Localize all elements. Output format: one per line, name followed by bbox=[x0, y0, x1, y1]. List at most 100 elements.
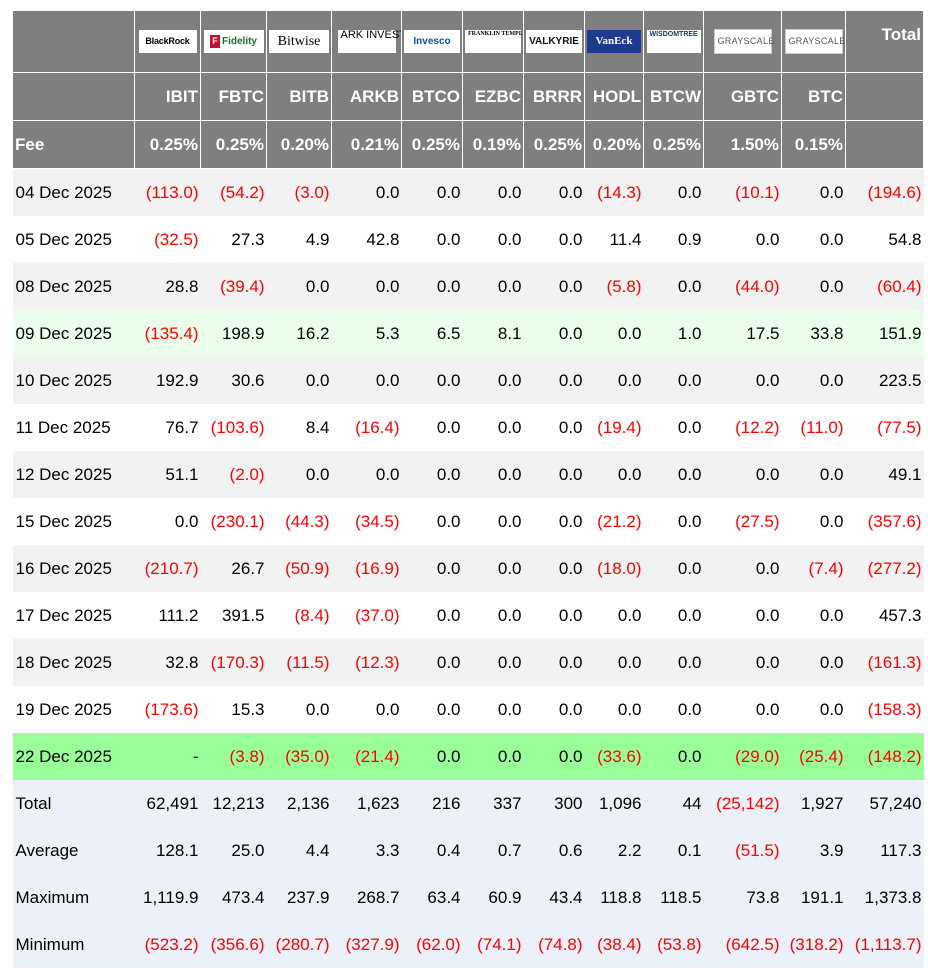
flow-cell: (12.3) bbox=[331, 639, 402, 686]
stat-cell: (1,113.7) bbox=[845, 921, 924, 968]
flow-cell: 0.0 bbox=[643, 263, 704, 310]
fidelity-logo: F Fidelity bbox=[203, 30, 264, 53]
flow-cell: 0.0 bbox=[781, 357, 846, 404]
flow-cell: 8.1 bbox=[462, 310, 524, 357]
stat-label: Average bbox=[12, 827, 135, 874]
flow-cell: (7.4) bbox=[781, 545, 846, 592]
table-row: 11 Dec 2025 76.7 (103.6) 8.4 (16.4) 0.0 0.0 0.0… bbox=[12, 404, 924, 451]
row-date: 08 Dec 2025 bbox=[12, 263, 135, 310]
row-date: 22 Dec 2025 bbox=[12, 733, 135, 780]
stat-cell: 118.5 bbox=[643, 874, 704, 921]
flow-cell: (37.0) bbox=[331, 592, 402, 639]
flow-cell: (11.0) bbox=[781, 404, 846, 451]
stat-cell: 0.6 bbox=[523, 827, 585, 874]
ticker-total-blank bbox=[845, 72, 924, 121]
flow-cell: 0.0 bbox=[401, 545, 463, 592]
stat-cell: (74.8) bbox=[523, 921, 585, 968]
flow-cell: 0.0 bbox=[401, 357, 463, 404]
stat-cell: (327.9) bbox=[331, 921, 402, 968]
ticker-corner-cell bbox=[12, 72, 135, 121]
ticker-header: FBTC bbox=[200, 72, 267, 121]
flow-cell: 0.0 bbox=[462, 263, 524, 310]
row-date: 04 Dec 2025 bbox=[12, 168, 135, 216]
flow-cell: 6.5 bbox=[401, 310, 463, 357]
flow-cell: (21.4) bbox=[331, 733, 402, 780]
wisdomtree-logo: WISDOMTREE bbox=[646, 30, 701, 53]
stat-row: Average 128.1 25.0 4.4 3.3 0.4 0.7 0.6 2.2 0.1 (51… bbox=[12, 827, 924, 874]
table-row: 17 Dec 2025 111.2 391.5 (8.4) (37.0) 0.0 0.0 0.… bbox=[12, 592, 924, 639]
flow-cell: 0.0 bbox=[523, 310, 585, 357]
table-row: 15 Dec 2025 0.0 (230.1) (44.3) (34.5) 0.0 0.0 0… bbox=[12, 498, 924, 545]
flow-cell: 0.0 bbox=[643, 357, 704, 404]
flow-cell: 0.0 bbox=[523, 592, 585, 639]
flow-cell: 0.0 bbox=[462, 216, 524, 263]
fee-value: 1.50% bbox=[703, 120, 782, 169]
flow-cell: 0.0 bbox=[643, 168, 704, 216]
flow-cell: (34.5) bbox=[331, 498, 402, 545]
stat-cell: 268.7 bbox=[331, 874, 402, 921]
row-date: 12 Dec 2025 bbox=[12, 451, 135, 498]
total-column-header: Total bbox=[845, 10, 924, 73]
flow-cell: 28.8 bbox=[134, 263, 201, 310]
flow-cell: (25.4) bbox=[781, 733, 846, 780]
flow-cell: 0.0 bbox=[331, 686, 402, 733]
row-date: 17 Dec 2025 bbox=[12, 592, 135, 639]
flow-cell: (2.0) bbox=[200, 451, 267, 498]
flow-cell: 198.9 bbox=[200, 310, 267, 357]
flow-cell: 0.0 bbox=[703, 592, 782, 639]
flow-cell: 0.0 bbox=[331, 168, 402, 216]
flow-cell: 0.0 bbox=[584, 357, 644, 404]
flow-cell: 0.0 bbox=[462, 545, 524, 592]
flow-cell: (19.4) bbox=[584, 404, 644, 451]
stat-row: Maximum 1,119.9 473.4 237.9 268.7 63.4 60.9 43.… bbox=[12, 874, 924, 921]
ticker-header: BTC bbox=[781, 72, 846, 121]
flow-cell: 0.0 bbox=[703, 357, 782, 404]
flow-cell: 0.0 bbox=[401, 686, 463, 733]
flow-cell: 0.0 bbox=[523, 733, 585, 780]
stat-cell: 25.0 bbox=[200, 827, 267, 874]
row-total-cell: (194.6) bbox=[845, 168, 924, 216]
stat-cell: 3.9 bbox=[781, 827, 846, 874]
flow-cell: 0.0 bbox=[703, 451, 782, 498]
valkyrie-logo: VALKYRIE bbox=[526, 30, 582, 53]
stat-cell: 300 bbox=[523, 780, 585, 827]
flow-cell: 0.0 bbox=[584, 451, 644, 498]
fee-label: Fee bbox=[12, 120, 135, 169]
flow-cell: 0.0 bbox=[781, 592, 846, 639]
flow-cell: 0.0 bbox=[523, 357, 585, 404]
flow-cell: 0.0 bbox=[703, 216, 782, 263]
flow-cell: (54.2) bbox=[200, 168, 267, 216]
flow-cell: 0.0 bbox=[584, 310, 644, 357]
row-total-cell: (148.2) bbox=[845, 733, 924, 780]
fee-value: 0.25% bbox=[200, 120, 267, 169]
flow-cell: 0.0 bbox=[401, 733, 463, 780]
fee-value: 0.25% bbox=[134, 120, 201, 169]
flow-cell: 0.0 bbox=[643, 451, 704, 498]
stat-cell: 63.4 bbox=[401, 874, 463, 921]
flow-cell: (173.6) bbox=[134, 686, 201, 733]
stat-cell: 0.7 bbox=[462, 827, 524, 874]
row-total-cell: 49.1 bbox=[845, 451, 924, 498]
flow-cell: 0.0 bbox=[781, 686, 846, 733]
flow-cell: 5.3 bbox=[331, 310, 402, 357]
stat-row: Minimum (523.2) (356.6) (280.7) (327.9) (62.0… bbox=[12, 921, 924, 968]
flow-cell: 33.8 bbox=[781, 310, 846, 357]
table-row: 12 Dec 2025 51.1 (2.0) 0.0 0.0 0.0 0.0 0.0 0.0 0.… bbox=[12, 451, 924, 498]
row-date: 16 Dec 2025 bbox=[12, 545, 135, 592]
row-total-cell: (277.2) bbox=[845, 545, 924, 592]
row-total-cell: (357.6) bbox=[845, 498, 924, 545]
row-total-cell: 151.9 bbox=[845, 310, 924, 357]
stat-cell: 1,119.9 bbox=[134, 874, 201, 921]
issuer-logo-cell: WISDOMTREE bbox=[643, 10, 704, 73]
fidelity-logo-text: Fidelity bbox=[221, 36, 257, 47]
ticker-header: HODL bbox=[584, 72, 644, 121]
stat-cell: 73.8 bbox=[703, 874, 782, 921]
stat-cell: 216 bbox=[401, 780, 463, 827]
stat-cell: (523.2) bbox=[134, 921, 201, 968]
flow-cell: 0.0 bbox=[462, 498, 524, 545]
flow-cell: 111.2 bbox=[134, 592, 201, 639]
flow-cell: 0.0 bbox=[401, 216, 463, 263]
flow-cell: 0.0 bbox=[462, 357, 524, 404]
flow-cell: 0.0 bbox=[266, 686, 332, 733]
flow-cell: 0.0 bbox=[266, 263, 332, 310]
